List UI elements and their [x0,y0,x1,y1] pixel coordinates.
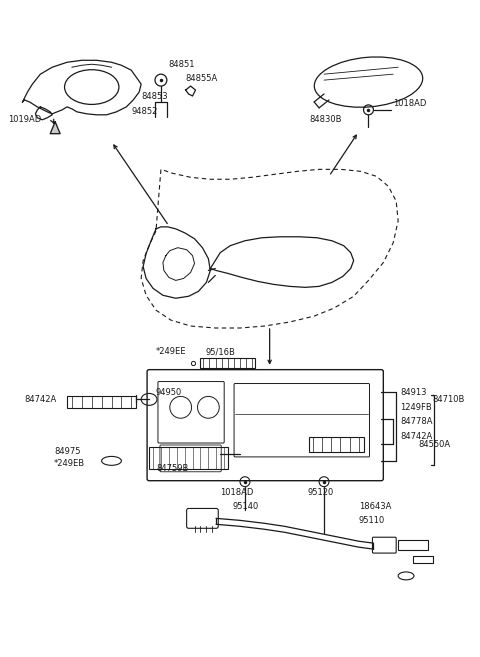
Text: 95120: 95120 [307,488,334,497]
Text: 84830B: 84830B [309,115,342,124]
Bar [67,396,136,408]
Text: 84853: 84853 [141,93,168,101]
Bar [149,447,228,469]
Text: 84855A: 84855A [186,74,218,83]
Text: 94852: 94852 [131,107,157,116]
Text: 1018AD: 1018AD [220,488,253,497]
Polygon shape [50,122,60,133]
Text: 84759B: 84759B [156,464,188,473]
Text: 18643A: 18643A [359,502,391,511]
Text: 1019AD: 1019AD [8,115,41,124]
Text: 84742A: 84742A [400,432,432,441]
Text: 1018AD: 1018AD [393,99,427,108]
Bar [309,437,363,452]
Text: 84975: 84975 [54,447,81,457]
Text: 95110: 95110 [359,516,385,525]
Text: 84550A: 84550A [418,440,450,449]
Bar [398,540,428,550]
Text: 84710B: 84710B [433,395,465,404]
Text: 84742A: 84742A [24,395,57,404]
Text: 95140: 95140 [232,502,258,511]
Text: 1249FB: 1249FB [400,403,432,412]
Text: 95/16B: 95/16B [205,348,235,356]
Bar [413,556,433,563]
Text: 94950: 94950 [156,388,182,397]
Text: 84778A: 84778A [400,417,432,426]
Bar [201,358,255,368]
Text: 84851: 84851 [169,60,195,69]
Text: *249EB: *249EB [54,459,85,468]
Text: 84913: 84913 [400,388,427,397]
Text: *249EE: *249EE [156,348,187,356]
